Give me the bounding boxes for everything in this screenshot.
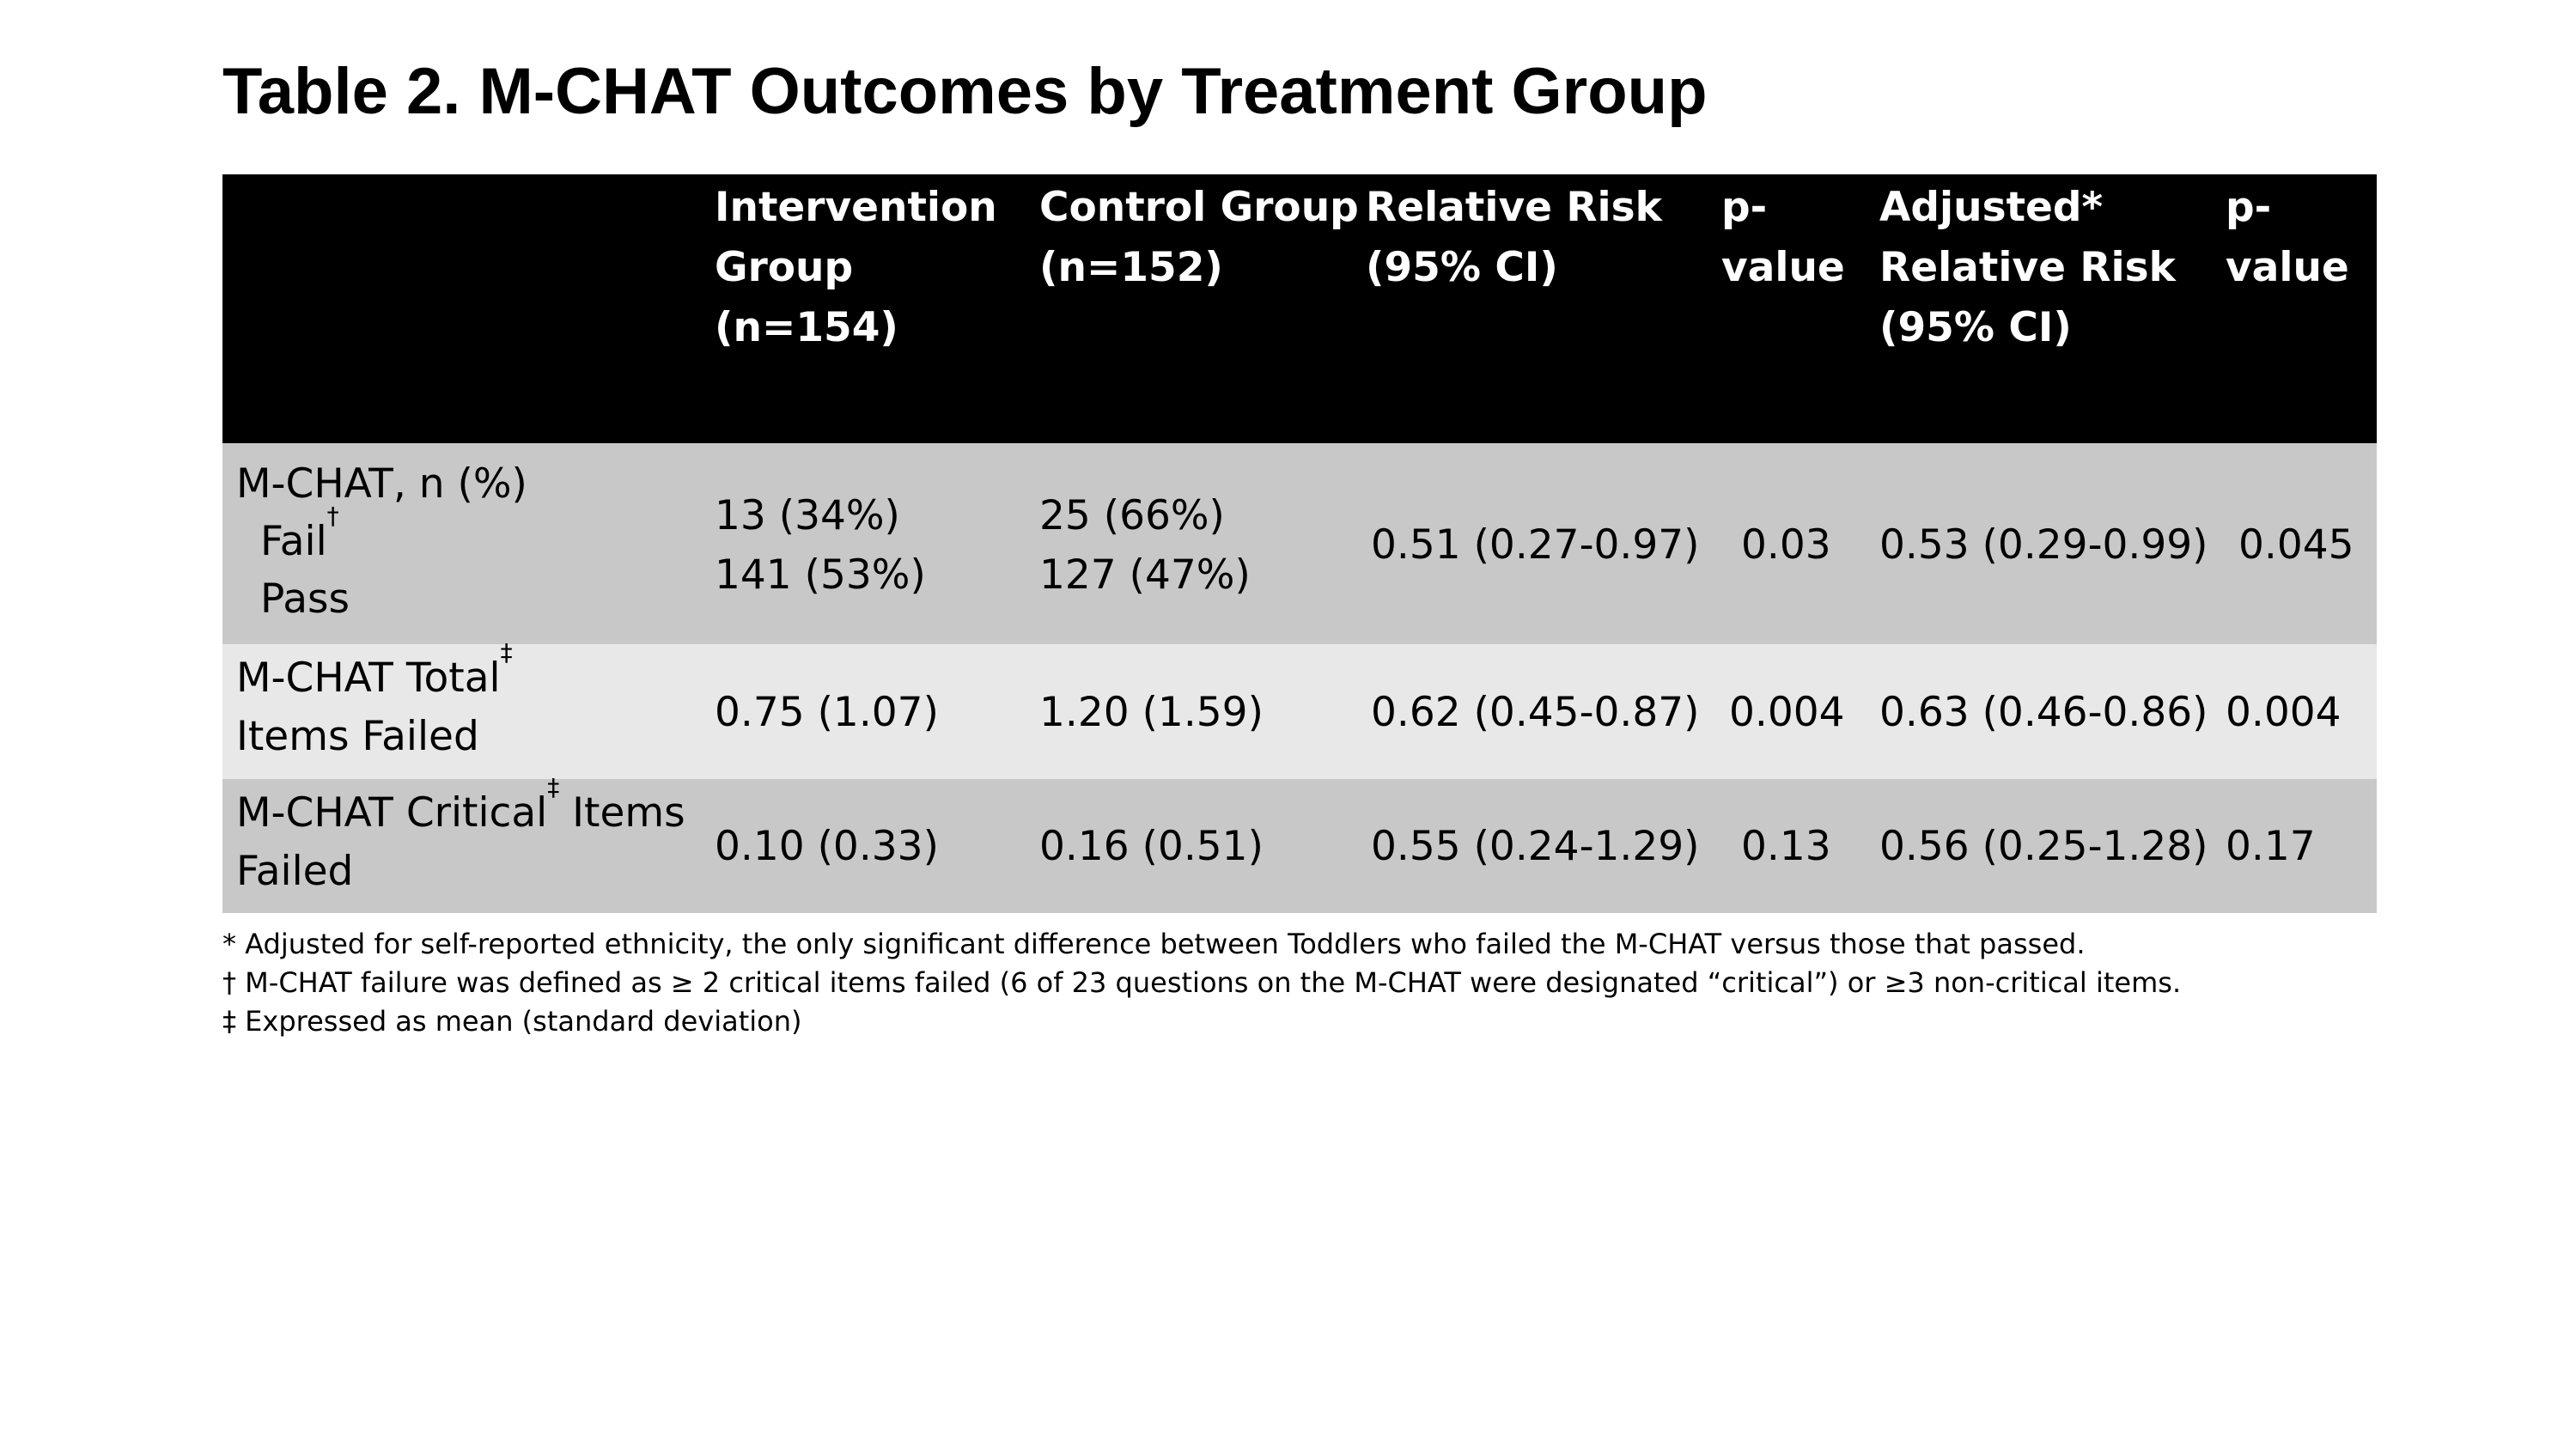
cell-adjusted-relative-risk: 0.53 (0.29-0.99): [1879, 521, 2208, 569]
cell-adjusted-p-value: 0.004: [2226, 689, 2342, 736]
total-label: M-CHAT Total: [236, 654, 501, 702]
header-line: value: [1721, 244, 1845, 291]
row-label-main: M-CHAT, n (%): [236, 460, 527, 508]
header-line: (95% CI): [1879, 304, 2072, 351]
header-line: (n=154): [715, 304, 898, 351]
dagger-mark: †: [326, 502, 339, 530]
cell-control: 0.16 (0.51): [1039, 823, 1264, 870]
row-label-total: M-CHAT Total‡ Items Failed: [236, 641, 513, 766]
header-intervention-group: Intervention Group (n=154): [715, 178, 997, 358]
header-adjusted-relative-risk: Adjusted* Relative Risk (95% CI): [1879, 178, 2176, 358]
header-relative-risk: Relative Risk (95% CI): [1366, 178, 1662, 298]
cell-value-pass: 127 (47%): [1039, 551, 1251, 599]
row-label-pass: Pass: [260, 575, 350, 623]
header-line: Relative Risk: [1879, 244, 2176, 291]
cell-intervention: 0.10 (0.33): [715, 823, 939, 870]
outcomes-table: Intervention Group (n=154) Control Group…: [222, 174, 2377, 913]
header-line: value: [2226, 244, 2349, 291]
row-label-line: Items Failed: [236, 713, 479, 760]
footnote-failure-definition: † M-CHAT failure was defined as ≥ 2 crit…: [222, 966, 2182, 999]
row-label-mchat: M-CHAT, n (%) Fail† Pass: [236, 455, 527, 628]
table-row-critical-items: M-CHAT Critical‡ Items Failed 0.10 (0.33…: [222, 776, 2377, 913]
cell-relative-risk: 0.51 (0.27-0.97): [1371, 521, 1700, 569]
cell-control: 1.20 (1.59): [1039, 689, 1264, 736]
cell-relative-risk: 0.55 (0.24-1.29): [1371, 823, 1700, 870]
double-dagger-mark: ‡: [500, 638, 513, 667]
header-line: Group: [715, 244, 854, 291]
table-header-row: Intervention Group (n=154) Control Group…: [222, 174, 2377, 443]
table-row-total-items: M-CHAT Total‡ Items Failed 0.75 (1.07) 1…: [222, 641, 2377, 779]
cell-value-fail: 13 (34%): [715, 492, 900, 539]
footnotes: * Adjusted for self-reported ethnicity, …: [222, 925, 2181, 1041]
header-line: (95% CI): [1366, 244, 1558, 291]
header-adjusted-p-value: p- value: [2226, 178, 2349, 298]
header-line: p-: [2226, 184, 2272, 231]
row-label-line: M-CHAT Critical‡ Items: [236, 776, 685, 843]
cell-control: 25 (66%) 127 (47%): [1039, 486, 1251, 605]
row-label-fail: Fail†: [236, 504, 527, 570]
header-line: Intervention: [715, 184, 997, 231]
cell-adjusted-p-value: 0.17: [2226, 823, 2316, 870]
header-control-group: Control Group (n=152): [1039, 178, 1359, 298]
cell-value-fail: 25 (66%): [1039, 492, 1225, 539]
table-title: Table 2. M-CHAT Outcomes by Treatment Gr…: [222, 55, 1708, 128]
cell-intervention: 13 (34%) 141 (53%): [715, 486, 926, 605]
cell-intervention: 0.75 (1.07): [715, 689, 939, 736]
critical-label: M-CHAT Critical: [236, 789, 548, 837]
cell-relative-risk: 0.62 (0.45-0.87): [1371, 689, 1700, 736]
fail-label: Fail: [260, 518, 327, 565]
cell-adjusted-p-value: 0.045: [2238, 521, 2354, 569]
cell-adjusted-relative-risk: 0.63 (0.46-0.86): [1879, 689, 2208, 736]
footnote-expressed-as-mean: ‡ Expressed as mean (standard deviation): [222, 1005, 802, 1038]
table-row-mchat: M-CHAT, n (%) Fail† Pass 13 (34%) 141 (5…: [222, 443, 2377, 644]
cell-p-value: 0.03: [1741, 521, 1831, 569]
header-line: p-: [1721, 184, 1768, 231]
cell-adjusted-relative-risk: 0.56 (0.25-1.28): [1879, 823, 2208, 870]
header-line: (n=152): [1039, 244, 1223, 291]
cell-value-pass: 141 (53%): [715, 551, 926, 599]
row-label-line: Failed: [236, 848, 354, 895]
header-p-value: p- value: [1721, 178, 1845, 298]
cell-p-value: 0.13: [1741, 823, 1831, 870]
header-line: Adjusted*: [1879, 184, 2104, 231]
footnote-adjusted: * Adjusted for self-reported ethnicity, …: [222, 928, 2086, 960]
row-label-line: M-CHAT Total‡: [236, 641, 513, 708]
header-line: Relative Risk: [1366, 184, 1662, 231]
header-line: Control Group: [1039, 184, 1359, 231]
cell-p-value: 0.004: [1729, 689, 1845, 736]
double-dagger-mark: ‡: [547, 773, 560, 801]
row-label-critical: M-CHAT Critical‡ Items Failed: [236, 776, 685, 901]
critical-label-suffix: Items: [559, 789, 685, 837]
